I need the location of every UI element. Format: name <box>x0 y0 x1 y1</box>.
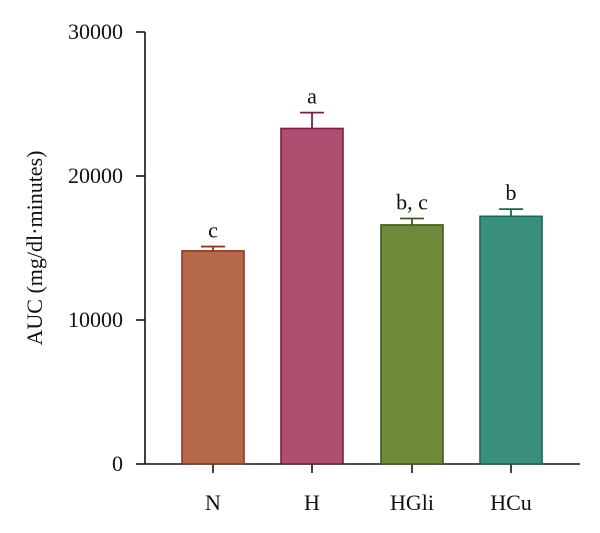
x-tick-label: H <box>304 490 320 515</box>
bar-hgli <box>380 224 444 465</box>
significance-label: a <box>307 84 317 109</box>
y-tick-label: 20000 <box>68 163 123 188</box>
y-axis: 0 10000 20000 30000 <box>68 19 146 476</box>
bars: c a b, c b <box>181 84 543 465</box>
significance-label: b <box>506 180 517 205</box>
y-axis-title: AUC (mg/dl·minutes) <box>22 151 47 346</box>
significance-label: c <box>208 218 218 243</box>
y-tick-label: 0 <box>112 451 123 476</box>
x-tick-label: HGli <box>390 490 434 515</box>
bar-hcu <box>479 215 543 465</box>
bar-h <box>280 127 344 465</box>
x-tick-label: HCu <box>490 490 532 515</box>
y-tick-label: 10000 <box>68 307 123 332</box>
x-tick-label: N <box>205 490 221 515</box>
significance-label: b, c <box>396 189 428 214</box>
y-ticks: 0 10000 20000 30000 <box>68 19 145 476</box>
y-tick-label: 30000 <box>68 19 123 44</box>
x-axis: N H HGli HCu <box>145 463 580 515</box>
bar-n <box>181 250 245 465</box>
x-ticks: N H HGli HCu <box>205 464 532 515</box>
